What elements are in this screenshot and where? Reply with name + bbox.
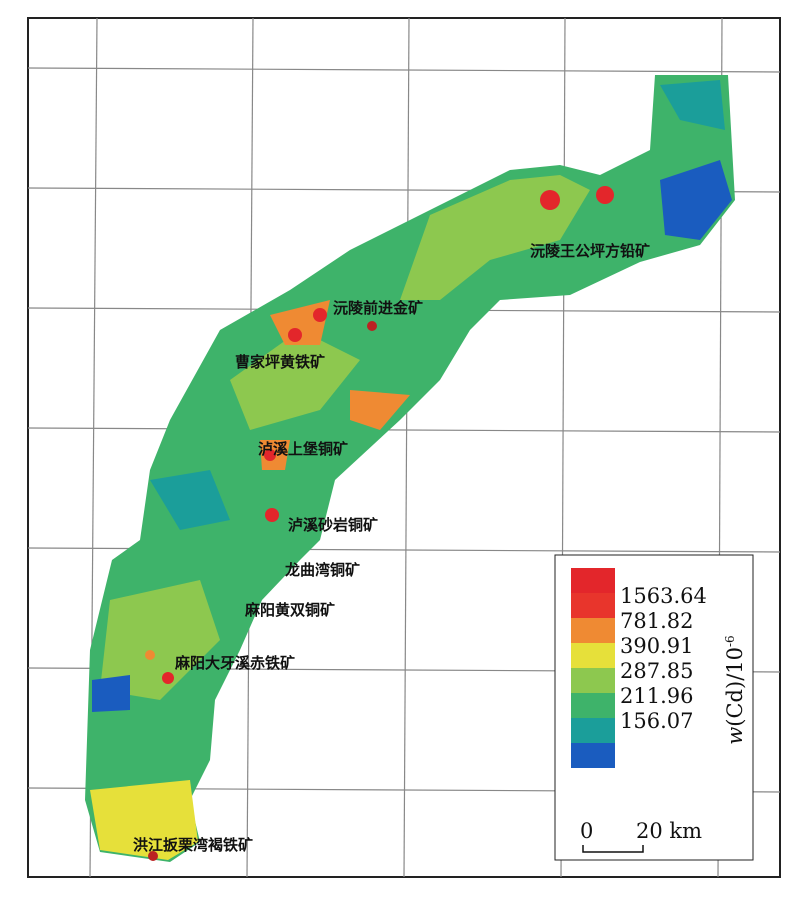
legend-title-var: w (723, 727, 747, 745)
scale-start: 0 (580, 819, 593, 843)
mine-label: 曹家坪黄铁矿 (235, 353, 325, 371)
legend-swatch (571, 568, 615, 593)
legend-label: 211.96 (620, 684, 693, 708)
legend-swatch (571, 593, 615, 618)
legend-swatch (571, 718, 615, 743)
legend: w(Cd)/10-6 0 20 km 1563.64781.82390.9128… (554, 554, 754, 861)
cd-belt (85, 75, 735, 862)
mine-label: 沅陵王公坪方铅矿 (530, 242, 650, 260)
legend-swatch (571, 693, 615, 718)
legend-label: 1563.64 (620, 584, 707, 608)
scale-end: 20 km (636, 819, 702, 843)
mine-label: 洪江扳栗湾褐铁矿 (133, 836, 253, 854)
mine-label: 麻阳大牙溪赤铁矿 (174, 654, 295, 672)
legend-label: 287.85 (620, 659, 693, 683)
mine-labels: 沅陵王公坪方铅矿 沅陵前进金矿 曹家坪黄铁矿 泸溪上堡铜矿 泸溪砂岩铜矿 龙曲湾… (133, 242, 650, 854)
legend-label: 390.91 (620, 634, 693, 658)
legend-label: 781.82 (620, 609, 693, 633)
legend-swatch (571, 668, 615, 693)
legend-swatch (571, 618, 615, 643)
mine-label: 泸溪砂岩铜矿 (288, 516, 378, 534)
mine-label: 麻阳黄双铜矿 (244, 601, 335, 619)
mine-label: 泸溪上堡铜矿 (258, 440, 348, 458)
mine-label: 龙曲湾铜矿 (284, 561, 360, 579)
legend-title-sup: -6 (723, 635, 737, 647)
legend-swatch (571, 743, 615, 768)
legend-title-text: (Cd)/10 (723, 647, 747, 727)
mine-label: 沅陵前进金矿 (333, 299, 423, 317)
scale-bar (582, 845, 644, 853)
legend-title: w(Cd)/10-6 (723, 635, 747, 744)
legend-swatch (571, 643, 615, 668)
legend-label: 156.07 (620, 709, 693, 733)
